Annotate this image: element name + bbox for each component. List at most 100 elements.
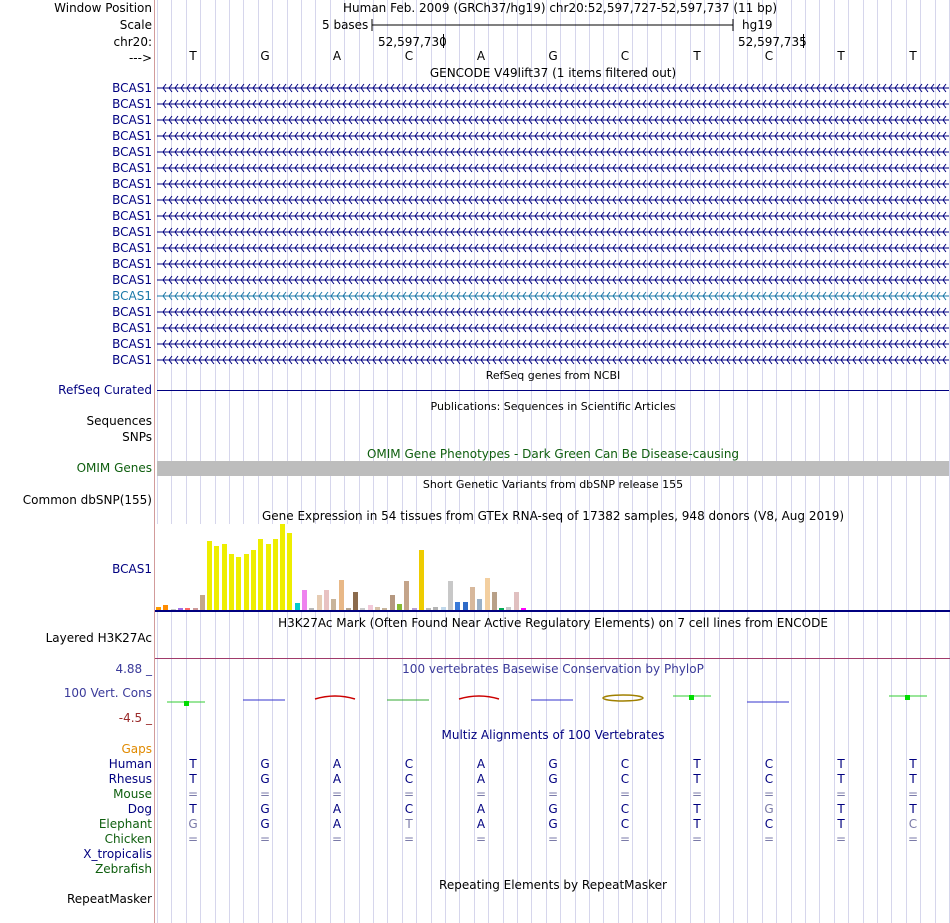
gtex-label[interactable]: BCAS1 (112, 562, 152, 576)
gtex-tissue-bar[interactable] (455, 602, 460, 610)
gencode-title[interactable]: GENCODE V49lift37 (1 items filtered out) (429, 66, 677, 80)
gtex-tissue-bar[interactable] (375, 607, 380, 610)
species-label-x_tropicalis[interactable]: X_tropicalis (83, 847, 152, 861)
gencode-transcript[interactable] (157, 113, 949, 127)
species-label-dog[interactable]: Dog (127, 802, 152, 816)
gencode-row-label[interactable]: BCAS1 (112, 289, 152, 303)
omim-feature-bar[interactable] (157, 461, 949, 476)
gtex-tissue-bar[interactable] (339, 580, 344, 610)
gtex-tissue-bar[interactable] (324, 590, 329, 610)
species-label-mouse[interactable]: Mouse (113, 787, 152, 801)
gtex-tissue-bar[interactable] (317, 595, 322, 610)
gencode-row-label[interactable]: BCAS1 (112, 353, 152, 367)
gencode-transcript[interactable] (157, 177, 949, 191)
gtex-tissue-bar[interactable] (499, 608, 504, 610)
gencode-transcript[interactable] (157, 337, 949, 351)
gencode-row-label[interactable]: BCAS1 (112, 161, 152, 175)
gtex-tissue-bar[interactable] (171, 609, 176, 610)
gtex-tissue-bar[interactable] (244, 554, 249, 610)
gencode-row-label[interactable]: BCAS1 (112, 97, 152, 111)
gtex-tissue-bar[interactable] (433, 607, 438, 610)
dbsnp-label[interactable]: Common dbSNP(155) (22, 493, 152, 507)
gtex-tissue-bar[interactable] (178, 608, 183, 610)
h3k27ac-label[interactable]: Layered H3K27Ac (45, 631, 152, 645)
strand-label[interactable]: ---> (128, 51, 152, 65)
gencode-transcript[interactable] (157, 353, 949, 367)
multiz-title[interactable]: Multiz Alignments of 100 Vertebrates (441, 728, 665, 742)
gencode-transcript[interactable] (157, 321, 949, 335)
gtex-tissue-bar[interactable] (156, 607, 161, 610)
repeatmasker-title[interactable]: Repeating Elements by RepeatMasker (439, 878, 667, 892)
gencode-transcript[interactable] (157, 257, 949, 271)
gtex-tissue-bar[interactable] (287, 533, 292, 610)
gencode-transcript[interactable] (157, 305, 949, 319)
gencode-transcript[interactable] (157, 273, 949, 287)
species-label-elephant[interactable]: Elephant (98, 817, 152, 831)
gtex-tissue-bar[interactable] (266, 544, 271, 610)
conservation-wiggle[interactable] (155, 688, 950, 710)
gencode-row-label[interactable]: BCAS1 (112, 305, 152, 319)
gtex-tissue-bar[interactable] (346, 608, 351, 610)
snps-label[interactable]: SNPs (122, 430, 152, 444)
gencode-transcript[interactable] (157, 81, 949, 95)
gencode-row-label[interactable]: BCAS1 (112, 145, 152, 159)
gencode-row-label[interactable]: BCAS1 (112, 321, 152, 335)
refseq-label[interactable]: RefSeq Curated (58, 383, 152, 397)
gtex-tissue-bar[interactable] (404, 581, 409, 610)
gtex-tissue-bar[interactable] (229, 554, 234, 610)
gtex-tissue-bar[interactable] (222, 544, 227, 610)
species-label-zebrafish[interactable]: Zebrafish (95, 862, 152, 876)
gtex-tissue-bar[interactable] (163, 605, 168, 610)
gtex-tissue-bar[interactable] (200, 595, 205, 610)
gtex-tissue-bar[interactable] (485, 578, 490, 610)
gencode-row-label[interactable]: BCAS1 (112, 225, 152, 239)
gencode-row-label[interactable]: BCAS1 (112, 193, 152, 207)
gtex-title[interactable]: Gene Expression in 54 tissues from GTEx … (261, 509, 845, 523)
gtex-tissue-bar[interactable] (185, 608, 190, 610)
gtex-tissue-bar[interactable] (207, 541, 212, 610)
gtex-tissue-bar[interactable] (477, 599, 482, 610)
refseq-gene-line[interactable] (157, 390, 949, 391)
gtex-tissue-bar[interactable] (390, 595, 395, 610)
gtex-tissue-bar[interactable] (214, 546, 219, 610)
sequences-label[interactable]: Sequences (86, 414, 152, 428)
gencode-row-label[interactable]: BCAS1 (112, 257, 152, 271)
dbsnp-title[interactable]: Short Genetic Variants from dbSNP releas… (422, 478, 684, 491)
gaps-label[interactable]: Gaps (121, 742, 152, 756)
gtex-tissue-bar[interactable] (521, 608, 526, 610)
gtex-tissue-bar[interactable] (412, 608, 417, 610)
gencode-transcript[interactable] (157, 193, 949, 207)
gtex-tissue-bar[interactable] (492, 592, 497, 610)
refseq-title[interactable]: RefSeq genes from NCBI (485, 369, 621, 382)
gencode-transcript[interactable] (157, 289, 949, 303)
gtex-tissue-bar[interactable] (360, 608, 365, 610)
conservation-title[interactable]: 100 vertebrates Basewise Conservation by… (402, 662, 704, 676)
gtex-tissue-bar[interactable] (273, 539, 278, 610)
gencode-transcript[interactable] (157, 145, 949, 159)
publications-title[interactable]: Publications: Sequences in Scientific Ar… (430, 400, 676, 413)
gtex-tissue-bar[interactable] (368, 605, 373, 610)
omim-label[interactable]: OMIM Genes (76, 461, 152, 475)
scale-label[interactable]: Scale (119, 18, 152, 32)
gencode-row-label[interactable]: BCAS1 (112, 113, 152, 127)
gencode-transcript[interactable] (157, 241, 949, 255)
gtex-tissue-bar[interactable] (514, 592, 519, 610)
gtex-tissue-bar[interactable] (397, 604, 402, 610)
gtex-tissue-bar[interactable] (309, 608, 314, 610)
gencode-row-label[interactable]: BCAS1 (112, 209, 152, 223)
gencode-transcript[interactable] (157, 209, 949, 223)
gtex-tissue-bar[interactable] (302, 590, 307, 610)
omim-title[interactable]: OMIM Gene Phenotypes - Dark Green Can Be… (366, 447, 740, 461)
gencode-transcript[interactable] (157, 97, 949, 111)
gtex-tissue-bar[interactable] (441, 607, 446, 610)
gtex-tissue-bar[interactable] (258, 539, 263, 610)
gencode-row-label[interactable]: BCAS1 (112, 129, 152, 143)
species-label-chicken[interactable]: Chicken (104, 832, 152, 846)
species-label-rhesus[interactable]: Rhesus (108, 772, 152, 786)
gtex-tissue-bar[interactable] (331, 599, 336, 610)
gtex-tissue-bar[interactable] (295, 603, 300, 610)
conservation-label[interactable]: 100 Vert. Cons (63, 686, 152, 700)
gencode-transcript[interactable] (157, 161, 949, 175)
species-label-human[interactable]: Human (108, 757, 152, 771)
gtex-tissue-bar[interactable] (448, 581, 453, 610)
